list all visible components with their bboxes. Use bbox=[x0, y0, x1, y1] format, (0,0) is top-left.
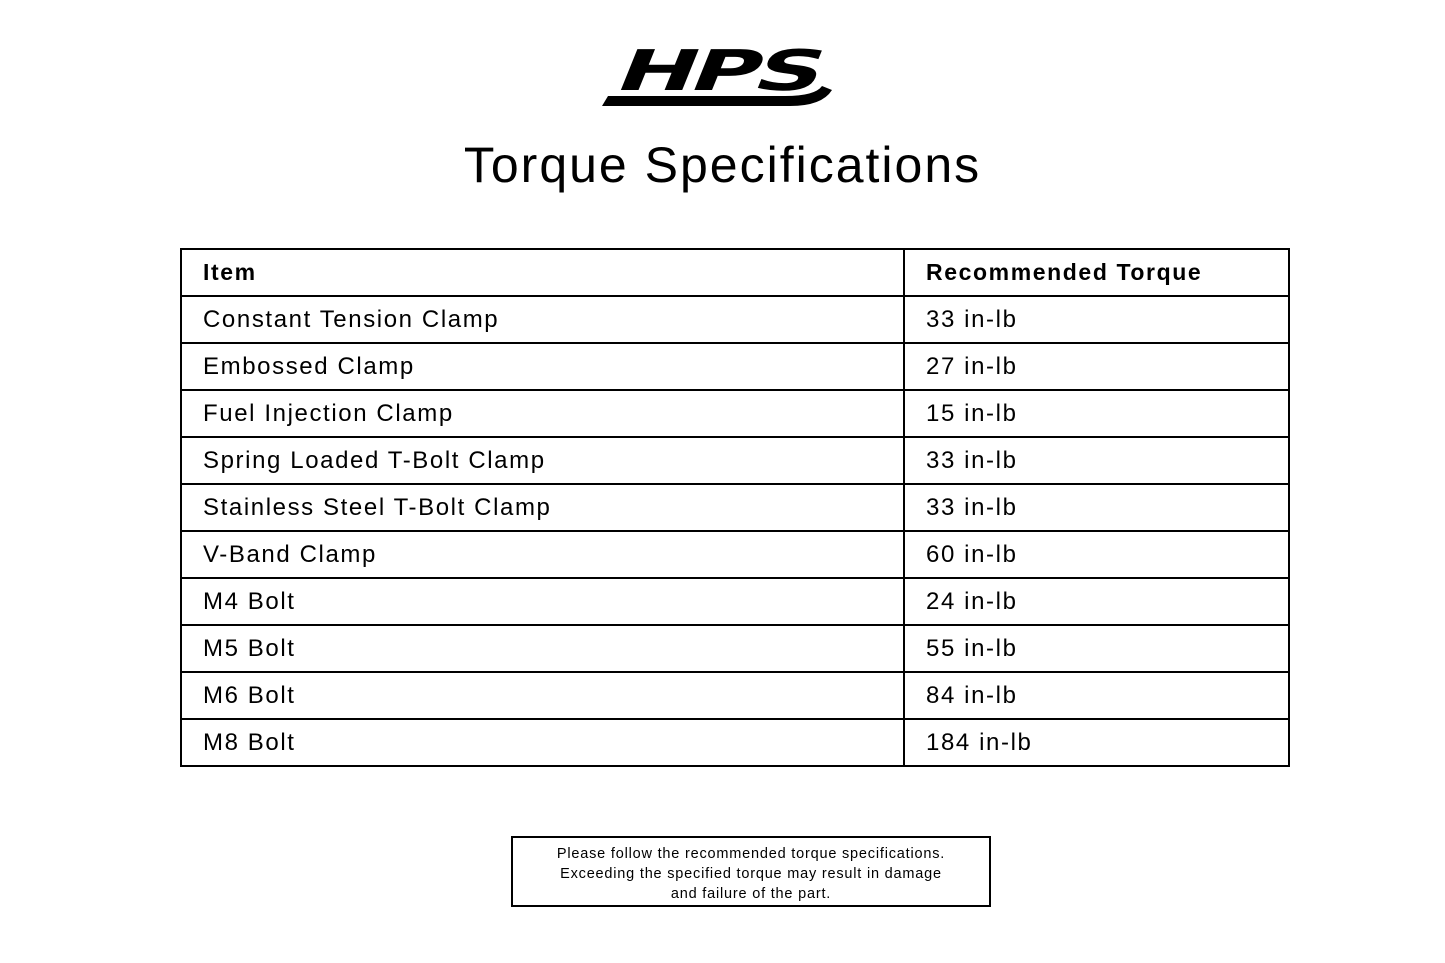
torque-cell: 27 in-lb bbox=[903, 342, 1290, 391]
item-cell: V-Band Clamp bbox=[180, 530, 905, 579]
torque-cell: 184 in-lb bbox=[903, 718, 1290, 767]
torque-cell: 55 in-lb bbox=[903, 624, 1290, 673]
table-row: Fuel Injection Clamp 15 in-lb bbox=[180, 389, 1290, 438]
item-cell: Fuel Injection Clamp bbox=[180, 389, 905, 438]
table-row: Constant Tension Clamp 33 in-lb bbox=[180, 295, 1290, 344]
table-row: M8 Bolt 184 in-lb bbox=[180, 718, 1290, 767]
table-row: Stainless Steel T-Bolt Clamp 33 in-lb bbox=[180, 483, 1290, 532]
torque-cell: 15 in-lb bbox=[903, 389, 1290, 438]
table-row: M4 Bolt 24 in-lb bbox=[180, 577, 1290, 626]
svg-text:HPS: HPS bbox=[607, 46, 833, 103]
item-cell: Embossed Clamp bbox=[180, 342, 905, 391]
table-header-row: Item Recommended Torque bbox=[180, 248, 1290, 297]
table-row: M6 Bolt 84 in-lb bbox=[180, 671, 1290, 720]
torque-cell: 60 in-lb bbox=[903, 530, 1290, 579]
table-row: V-Band Clamp 60 in-lb bbox=[180, 530, 1290, 579]
item-cell: Spring Loaded T-Bolt Clamp bbox=[180, 436, 905, 485]
item-cell: Stainless Steel T-Bolt Clamp bbox=[180, 483, 905, 532]
hps-logo: HPS bbox=[602, 46, 833, 106]
note-line: Please follow the recommended torque spe… bbox=[556, 846, 946, 862]
note-line: Exceeding the specified torque may resul… bbox=[560, 866, 942, 882]
table-row: M5 Bolt 55 in-lb bbox=[180, 624, 1290, 673]
item-cell: Constant Tension Clamp bbox=[180, 295, 905, 344]
torque-cell: 33 in-lb bbox=[903, 483, 1290, 532]
torque-cell: 33 in-lb bbox=[903, 436, 1290, 485]
torque-cell: 84 in-lb bbox=[903, 671, 1290, 720]
item-cell: M6 Bolt bbox=[180, 671, 905, 720]
column-header-torque: Recommended Torque bbox=[903, 248, 1290, 297]
page-title: Torque Specifications bbox=[463, 137, 982, 193]
table-row: Spring Loaded T-Bolt Clamp 33 in-lb bbox=[180, 436, 1290, 485]
column-header-item: Item bbox=[180, 248, 905, 297]
torque-spec-table: Item Recommended Torque Constant Tension… bbox=[180, 248, 1290, 767]
warning-note: Please follow the recommended torque spe… bbox=[511, 836, 991, 907]
item-cell: M5 Bolt bbox=[180, 624, 905, 673]
note-line: and failure of the part. bbox=[670, 886, 832, 902]
torque-cell: 24 in-lb bbox=[903, 577, 1290, 626]
table-row: Embossed Clamp 27 in-lb bbox=[180, 342, 1290, 391]
item-cell: M4 Bolt bbox=[180, 577, 905, 626]
item-cell: M8 Bolt bbox=[180, 718, 905, 767]
torque-cell: 33 in-lb bbox=[903, 295, 1290, 344]
